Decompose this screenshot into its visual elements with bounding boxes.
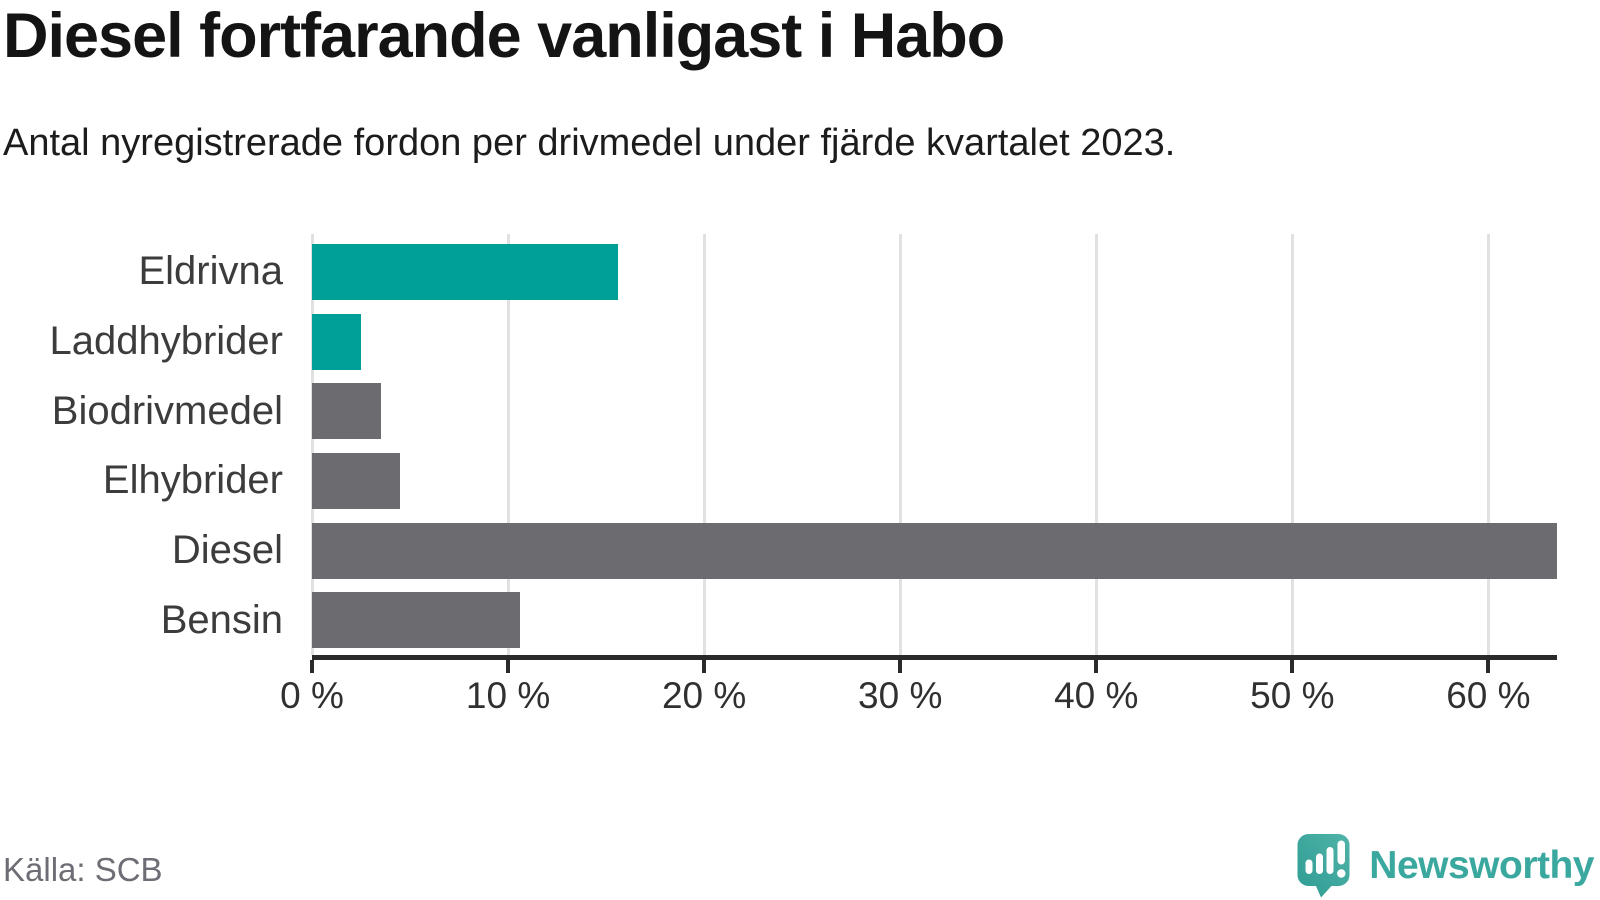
- x-tick-label-40: 40 %: [1054, 675, 1139, 716]
- category-label-diesel: Diesel: [171, 527, 283, 572]
- x-tick-label-20: 20 %: [661, 675, 747, 716]
- x-tick-label-10: 10 %: [465, 675, 551, 716]
- newsworthy-icon: [1297, 834, 1350, 898]
- x-axis-line: [312, 655, 1557, 660]
- bar-bensin: [312, 592, 520, 649]
- gridline-20: [702, 234, 706, 655]
- gridline-0: [310, 234, 314, 655]
- gridline-30: [898, 234, 902, 655]
- bar-elhybrider: [312, 452, 401, 509]
- x-tick-20: [702, 660, 707, 673]
- gridline-40: [1094, 234, 1098, 655]
- brand-name: Newsworthy: [1369, 844, 1594, 887]
- gridline-50: [1290, 234, 1294, 655]
- bar-diesel: [312, 522, 1557, 579]
- source-label: Källa: SCB: [3, 851, 163, 888]
- category-labels: Eldrivna Laddhybrider Biodrivmedel Elhybrid…: [0, 237, 284, 655]
- x-tick-50: [1290, 660, 1295, 673]
- x-tick-10: [506, 660, 511, 673]
- category-label-eldrivna: Eldrivna: [138, 249, 283, 294]
- bar-laddhybrider: [312, 313, 362, 370]
- x-tick-label-50: 50 %: [1250, 675, 1335, 716]
- chart-title: Diesel fortfarande vanligast i Habo: [3, 1, 1005, 71]
- logo-bar-large: [1326, 847, 1334, 874]
- logo-exclamation-dot: [1337, 869, 1346, 878]
- x-tick-30: [898, 660, 903, 673]
- bar-biodrivmedel: [312, 383, 381, 440]
- chart-subtitle: Antal nyregistrerade fordon per drivmede…: [3, 122, 1176, 164]
- x-tick-40: [1094, 660, 1099, 673]
- logo-exclamation-bar: [1337, 840, 1346, 865]
- x-tick-label-30: 30 %: [858, 675, 943, 716]
- logo-bar-medium: [1316, 853, 1324, 874]
- x-tick-60: [1486, 660, 1491, 673]
- brand-logo: Newsworthy: [1297, 834, 1594, 898]
- gridline-10: [506, 234, 510, 655]
- category-label-bensin: Bensin: [160, 597, 283, 642]
- x-tick-0: [310, 660, 314, 673]
- plot-area: 0 % 10 % 20 % 30 % 40 % 50 % 60 %: [280, 234, 1557, 714]
- gridline-60: [1486, 234, 1490, 655]
- x-tick-label-60: 60 %: [1446, 675, 1531, 716]
- category-label-elhybrider: Elhybrider: [102, 458, 283, 503]
- speech-bubble-shape: [1297, 834, 1350, 898]
- x-tick-label-0: 0 %: [280, 675, 344, 716]
- category-label-biodrivmedel: Biodrivmedel: [51, 388, 283, 433]
- category-label-laddhybrider: Laddhybrider: [49, 318, 284, 363]
- bar-eldrivna: [312, 243, 618, 300]
- logo-bar-small: [1305, 859, 1313, 874]
